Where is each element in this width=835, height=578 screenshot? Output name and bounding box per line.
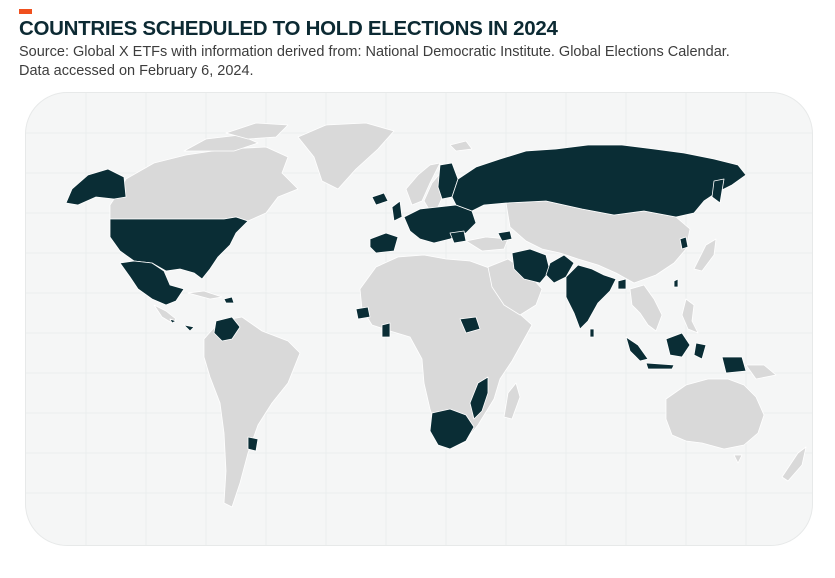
country-southeast-asia (629, 284, 663, 332)
country-mozambique (469, 376, 489, 420)
country-panama (183, 324, 195, 332)
country-iran (511, 248, 551, 284)
country-philippines (681, 298, 699, 334)
country-japan (693, 238, 717, 272)
election-countries (65, 144, 747, 452)
country-indonesia-java (645, 362, 675, 370)
country-cuba (187, 290, 223, 300)
country-russia (451, 144, 747, 218)
country-indonesia-sumatra (625, 336, 649, 362)
country-bangladesh (617, 278, 627, 290)
country-senegal (355, 306, 371, 320)
country-portugal-spain (369, 232, 399, 254)
world-map-svg (26, 93, 812, 545)
source-note: Source: Global X ETFs with information d… (19, 43, 730, 80)
country-new-zealand (781, 446, 807, 482)
accent-bar (19, 9, 32, 14)
country-usa (109, 216, 249, 280)
country-romania (449, 230, 467, 244)
country-usa-alaska (65, 168, 127, 206)
source-line-1: Source: Global X ETFs with information d… (19, 44, 730, 60)
country-canada-islands-2 (225, 122, 289, 140)
country-india (565, 264, 617, 330)
country-sri-lanka (589, 328, 595, 338)
country-turkey (465, 236, 509, 252)
country-africa (359, 254, 533, 450)
country-madagascar (503, 382, 521, 420)
country-tasmania (733, 454, 743, 464)
country-southern-africa (429, 408, 475, 450)
source-line-2: Data accessed on February 6, 2024. (19, 62, 254, 79)
country-georgia (497, 230, 513, 242)
country-ghana (381, 322, 391, 338)
country-svalbard (449, 140, 473, 152)
country-uruguay (247, 436, 259, 452)
country-canada (109, 146, 299, 222)
country-venezuela (213, 316, 241, 342)
country-south-america (203, 316, 301, 508)
country-indonesia-sulawesi (693, 342, 707, 360)
country-dominican-republic (223, 296, 235, 304)
non-election-countries (109, 122, 807, 508)
country-norway (405, 162, 441, 206)
country-south-sudan (459, 316, 481, 334)
country-greenland (297, 122, 395, 190)
country-papua-new-guinea (745, 364, 777, 380)
country-uk (391, 200, 403, 222)
country-russia-far-east (711, 178, 725, 204)
country-taiwan (673, 278, 679, 288)
country-iceland (371, 192, 389, 206)
country-south-korea (679, 236, 689, 250)
country-australia (665, 378, 765, 450)
chart-title: COUNTRIES SCHEDULED TO HOLD ELECTIONS IN… (19, 17, 558, 40)
world-map (25, 92, 813, 546)
country-mexico (119, 260, 185, 306)
country-el-salvador (169, 318, 177, 324)
country-indonesia-borneo (665, 332, 691, 358)
country-indonesia-papua (721, 356, 747, 374)
